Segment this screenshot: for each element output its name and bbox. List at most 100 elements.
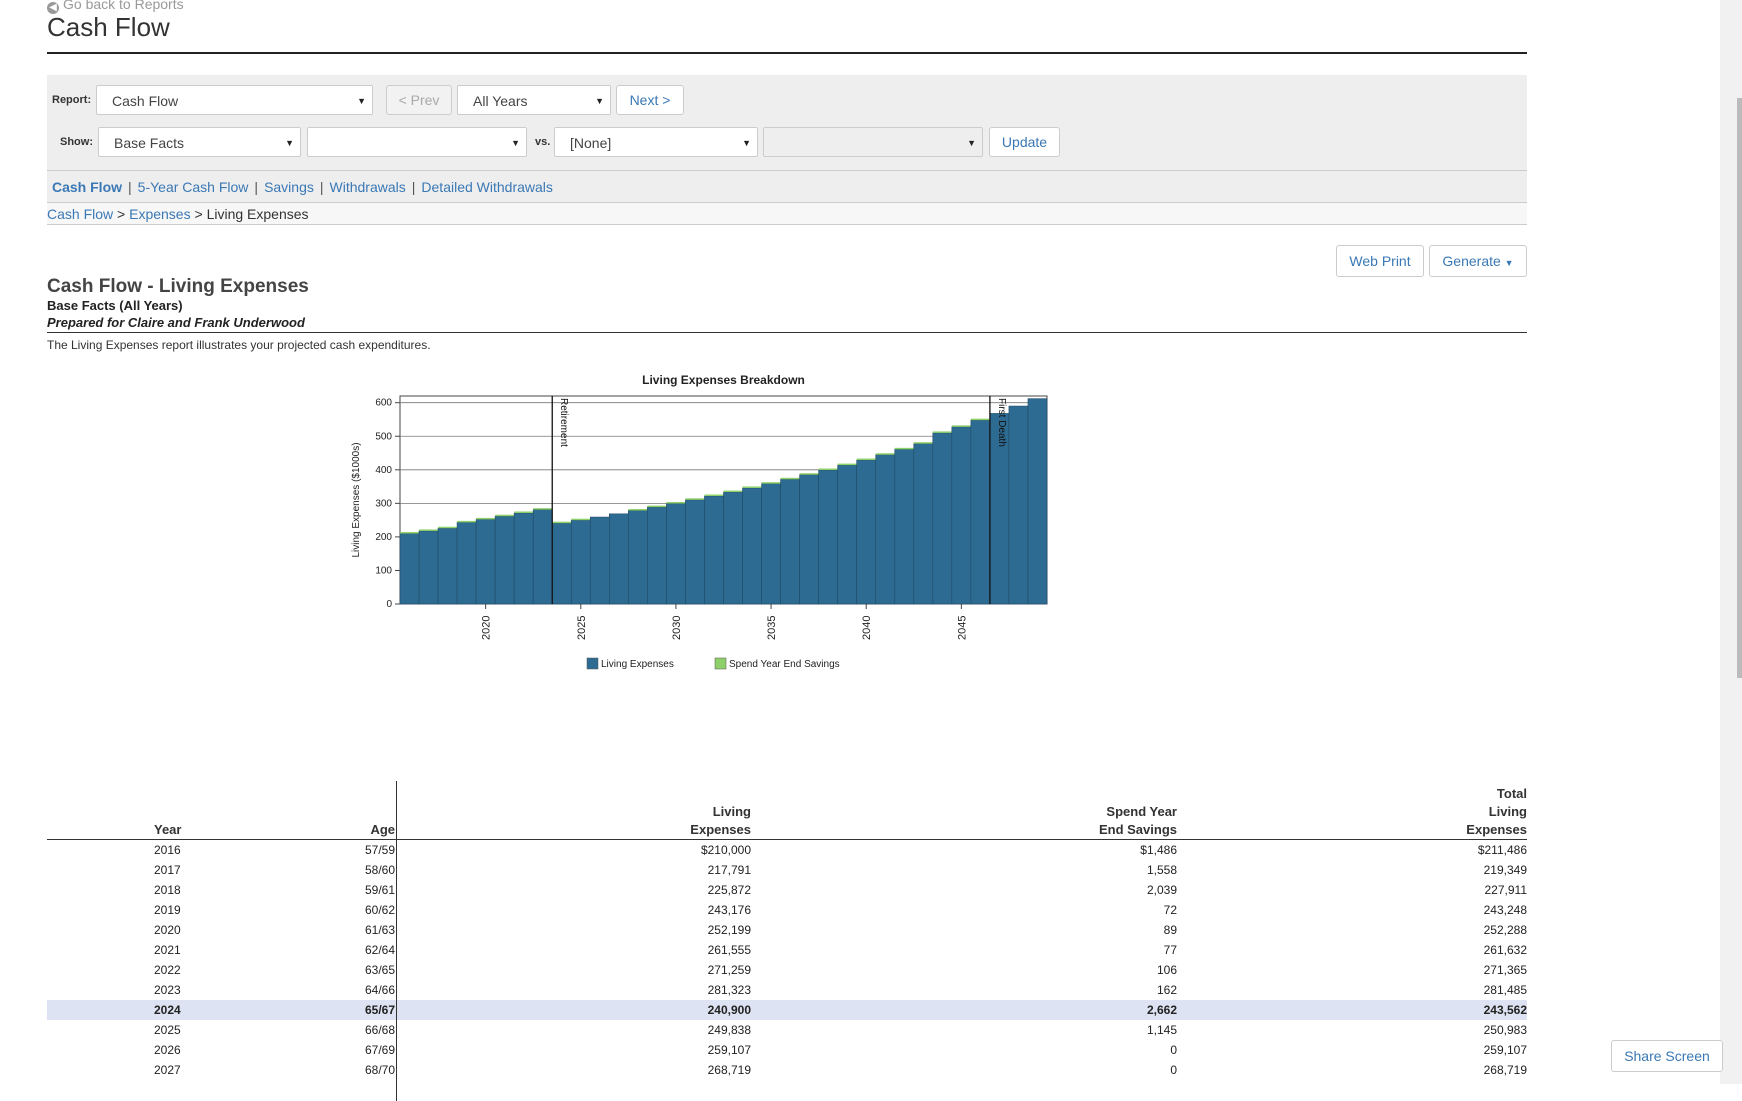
bar-spend-savings bbox=[400, 532, 420, 534]
cell-year: 2016 bbox=[154, 843, 181, 857]
subnav-item-savings[interactable]: Savings bbox=[264, 179, 314, 195]
bar-spend-savings bbox=[552, 521, 572, 524]
table-row: 2020 61/63 252,199 89 252,288 bbox=[47, 920, 1527, 940]
breadcrumb-cash-flow[interactable]: Cash Flow bbox=[47, 206, 114, 222]
bar-living-expenses bbox=[551, 522, 572, 605]
arrow-left-circle-icon: ◀ bbox=[47, 2, 59, 14]
bar-living-expenses bbox=[951, 426, 972, 605]
cell-total: 281,485 bbox=[1483, 983, 1527, 997]
bar-spend-savings bbox=[457, 520, 477, 523]
cell-spend: 0 bbox=[1170, 1043, 1177, 1057]
cell-total: 243,248 bbox=[1483, 903, 1527, 917]
table-row: 2024 65/67 240,900 2,662 243,562 bbox=[47, 1000, 1527, 1020]
breadcrumb-expenses[interactable]: Expenses bbox=[129, 206, 191, 222]
report-select[interactable]: Cash Flow ▼ bbox=[96, 85, 373, 115]
caret-down-icon: ▼ bbox=[357, 96, 366, 106]
bar-living-expenses bbox=[513, 512, 534, 605]
cell-year: 2020 bbox=[154, 923, 181, 937]
cell-year: 2024 bbox=[154, 1003, 181, 1017]
cell-age: 58/60 bbox=[364, 863, 395, 877]
cell-spend: 1,558 bbox=[1146, 863, 1177, 877]
cell-age: 63/65 bbox=[364, 963, 395, 977]
subnav-item-withdrawals[interactable]: Withdrawals bbox=[329, 179, 406, 195]
col-header-total-line2: Living bbox=[1488, 804, 1527, 819]
next-button[interactable]: Next > bbox=[616, 85, 684, 115]
subnav-item-5-year-cash-flow[interactable]: 5-Year Cash Flow bbox=[137, 179, 249, 195]
report-subtitle: Base Facts (All Years) bbox=[47, 298, 183, 313]
share-screen-button[interactable]: Share Screen bbox=[1611, 1040, 1723, 1072]
bar-living-expenses bbox=[1008, 405, 1029, 605]
bar-living-expenses bbox=[913, 443, 934, 605]
chart-y-tick-label: 600 bbox=[375, 398, 392, 409]
legend-swatch bbox=[586, 657, 599, 670]
col-header-total: Total Living Expenses bbox=[1377, 785, 1527, 839]
bar-living-expenses bbox=[761, 483, 781, 605]
col-header-living-line1: Living bbox=[712, 804, 751, 819]
cell-total: 219,349 bbox=[1483, 863, 1527, 877]
bar-spend-savings bbox=[495, 514, 515, 517]
table-row: 2018 59/61 225,872 2,039 227,911 bbox=[47, 880, 1527, 900]
prev-button[interactable]: < Prev bbox=[386, 85, 452, 115]
bar-living-expenses bbox=[589, 516, 610, 605]
bar-living-expenses bbox=[837, 464, 858, 605]
table-body: 2016 57/59 $210,000 $1,486 $211,486 2017 58/60… bbox=[47, 840, 1527, 1080]
compare-select[interactable]: [None] ▼ bbox=[554, 127, 758, 157]
bar-spend-savings bbox=[761, 482, 781, 484]
bar-living-expenses bbox=[856, 459, 877, 605]
subnav-item-cash-flow[interactable]: Cash Flow bbox=[52, 179, 123, 195]
cell-year: 2022 bbox=[154, 963, 181, 977]
bar-spend-savings bbox=[837, 463, 857, 466]
report-description: The Living Expenses report illustrates y… bbox=[47, 338, 431, 352]
chart-annotation-label: First Death bbox=[996, 398, 1007, 447]
show-select[interactable]: Base Facts ▼ bbox=[98, 127, 301, 157]
legend-swatch bbox=[714, 657, 727, 670]
back-to-reports-link[interactable]: ◀ Go back to Reports bbox=[47, 0, 184, 14]
cell-living: 225,872 bbox=[707, 883, 751, 897]
cell-total: 227,911 bbox=[1484, 883, 1528, 897]
cell-total: 250,983 bbox=[1483, 1023, 1527, 1037]
cell-total: 259,107 bbox=[1483, 1043, 1527, 1057]
years-select[interactable]: All Years ▼ bbox=[457, 85, 611, 115]
subnav-item-detailed-withdrawals[interactable]: Detailed Withdrawals bbox=[421, 179, 553, 195]
chart-annotation-label: Retirement bbox=[558, 398, 569, 447]
cell-spend: 106 bbox=[1156, 963, 1177, 977]
show-select-value: Base Facts bbox=[114, 135, 185, 151]
breadcrumb-current: Living Expenses bbox=[206, 206, 309, 222]
title-divider bbox=[47, 52, 1527, 54]
table-row: 2017 58/60 217,791 1,558 219,349 bbox=[47, 860, 1527, 880]
cell-spend: 2,039 bbox=[1146, 883, 1177, 897]
cell-year: 2025 bbox=[154, 1023, 181, 1037]
cell-living: 268,719 bbox=[707, 1063, 751, 1077]
show-secondary-select[interactable]: ▼ bbox=[307, 127, 527, 157]
bar-spend-savings bbox=[894, 447, 914, 450]
report-label: Report: bbox=[52, 94, 92, 106]
bar-living-expenses bbox=[799, 474, 819, 605]
bar-living-expenses bbox=[970, 419, 991, 605]
report-toolbar: Report: Cash Flow ▼ < Prev All Years ▼ N… bbox=[47, 75, 1527, 170]
scrollbar-thumb[interactable] bbox=[1737, 98, 1742, 678]
living-expenses-chart: Living Expenses Breakdown 0 100 200 300 400 50… bbox=[351, 373, 1048, 670]
bar-spend-savings bbox=[913, 442, 933, 444]
subnav-separator: | bbox=[128, 179, 132, 195]
compare-secondary-select[interactable]: ▼ bbox=[763, 127, 983, 157]
cell-spend: 162 bbox=[1156, 983, 1177, 997]
cell-year: 2018 bbox=[154, 883, 181, 897]
cell-age: 68/70 bbox=[364, 1063, 395, 1077]
bar-living-expenses bbox=[723, 491, 743, 605]
table-row: 2027 68/70 268,719 0 268,719 bbox=[47, 1060, 1527, 1080]
cell-spend: 1,145 bbox=[1146, 1023, 1177, 1037]
cell-living: 259,107 bbox=[707, 1043, 751, 1057]
bar-spend-savings bbox=[970, 418, 990, 421]
cell-total: 261,632 bbox=[1483, 943, 1527, 957]
caret-down-icon: ▼ bbox=[967, 138, 976, 148]
caret-down-icon: ▼ bbox=[595, 96, 604, 106]
update-button[interactable]: Update bbox=[989, 127, 1060, 157]
cell-total: 271,365 bbox=[1483, 963, 1527, 977]
page-scrollbar[interactable] bbox=[1720, 0, 1742, 1084]
generate-dropdown-button[interactable]: Generate ▼ bbox=[1429, 245, 1527, 277]
web-print-button[interactable]: Web Print bbox=[1336, 245, 1424, 277]
table-header: Year Age Living Expenses Spend Year End … bbox=[47, 775, 1527, 840]
cell-age: 57/59 bbox=[364, 843, 395, 857]
col-header-spend-line2: End Savings bbox=[1098, 822, 1177, 837]
col-header-spend-savings: Spend Year End Savings bbox=[1027, 803, 1177, 839]
